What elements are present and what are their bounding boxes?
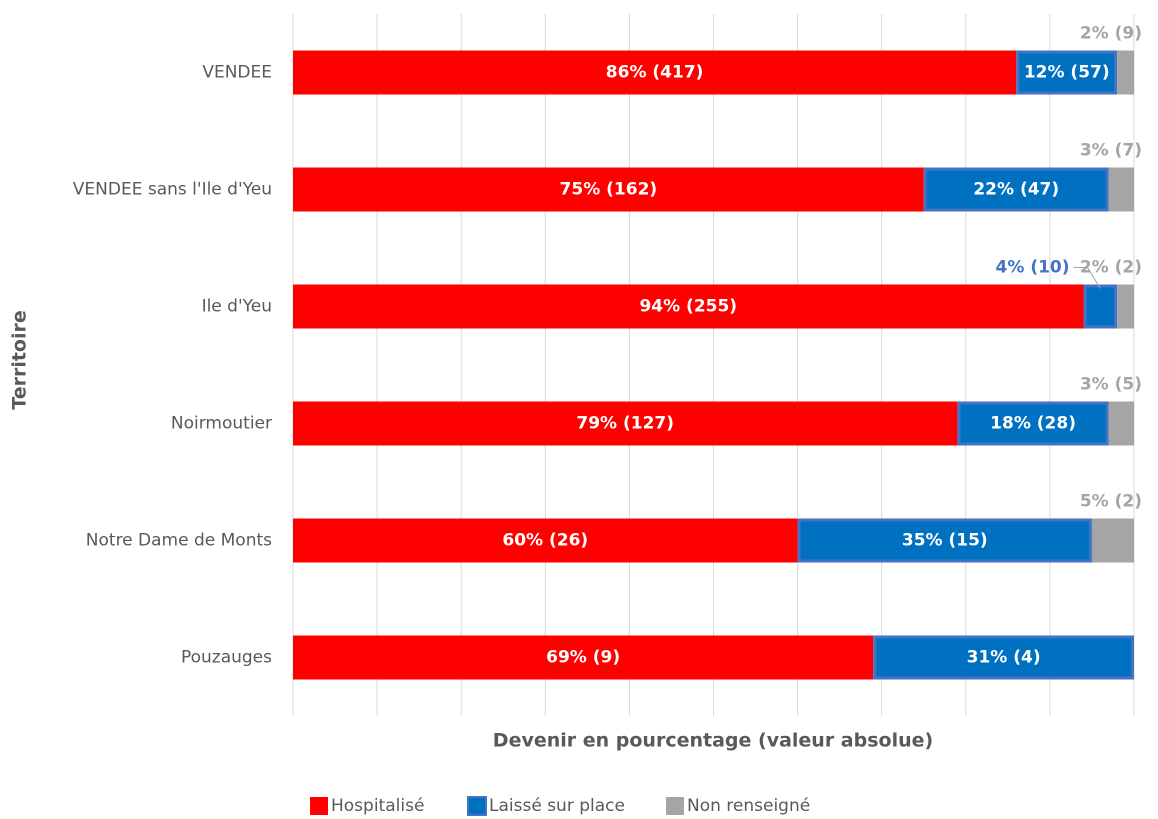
- data-label: 69% (9): [546, 648, 620, 668]
- bar-segment: [1117, 50, 1134, 95]
- bar-segment: [293, 50, 1017, 95]
- data-label: 5% (2): [1080, 492, 1142, 512]
- bar-segment: [1117, 284, 1134, 329]
- data-label: 75% (162): [560, 180, 658, 200]
- data-label: 79% (127): [576, 414, 674, 434]
- data-label: 3% (7): [1080, 141, 1142, 161]
- bar-segment: [923, 167, 1109, 212]
- bar-segment: [1108, 167, 1134, 212]
- bar-segment: [293, 167, 924, 212]
- data-label: 18% (28): [990, 414, 1076, 434]
- data-label: 3% (5): [1080, 375, 1142, 395]
- bar-segment: [1083, 284, 1118, 329]
- legend-swatch: [666, 797, 684, 815]
- bar-segment: [293, 284, 1084, 329]
- data-label: 22% (47): [973, 180, 1059, 200]
- bar-segment: [1108, 401, 1134, 446]
- legend-label: Non renseigné: [687, 796, 810, 816]
- bar-segment: [957, 401, 1109, 446]
- y-axis-title: Territoire: [9, 310, 31, 409]
- data-label: 94% (255): [639, 297, 737, 317]
- y-tick-label: VENDEE sans l'Ile d'Yeu: [73, 180, 272, 200]
- data-label: 35% (15): [902, 531, 988, 551]
- bar-segment: [1016, 50, 1118, 95]
- legend-label: Laissé sur place: [489, 796, 625, 816]
- bar-segment: [1091, 518, 1134, 563]
- bar-segment: [293, 635, 874, 680]
- bar-segment: [293, 518, 798, 563]
- y-tick-label: Pouzauges: [181, 648, 272, 668]
- data-label: 60% (26): [502, 531, 588, 551]
- bar-segment: [873, 635, 1134, 680]
- y-tick-label: Noirmoutier: [171, 414, 272, 434]
- data-label: 86% (417): [606, 63, 704, 83]
- leader-line: [1073, 267, 1101, 289]
- y-tick-label: VENDEE: [202, 63, 272, 83]
- data-label: 12% (57): [1024, 63, 1110, 83]
- data-label: 2% (2): [1080, 258, 1142, 278]
- data-label: 2% (9): [1080, 24, 1142, 44]
- x-axis-title: Devenir en pourcentage (valeur absolue): [493, 730, 933, 752]
- data-label: 4% (10): [996, 258, 1070, 278]
- y-tick-label: Notre Dame de Monts: [86, 531, 272, 551]
- bar-segment: [797, 518, 1092, 563]
- bar-segment: [293, 401, 958, 446]
- data-label: 31% (4): [967, 648, 1041, 668]
- legend-swatch: [310, 797, 328, 815]
- legend-swatch: [467, 796, 487, 816]
- legend-label: Hospitalisé: [331, 796, 424, 816]
- y-tick-label: Ile d'Yeu: [202, 297, 272, 317]
